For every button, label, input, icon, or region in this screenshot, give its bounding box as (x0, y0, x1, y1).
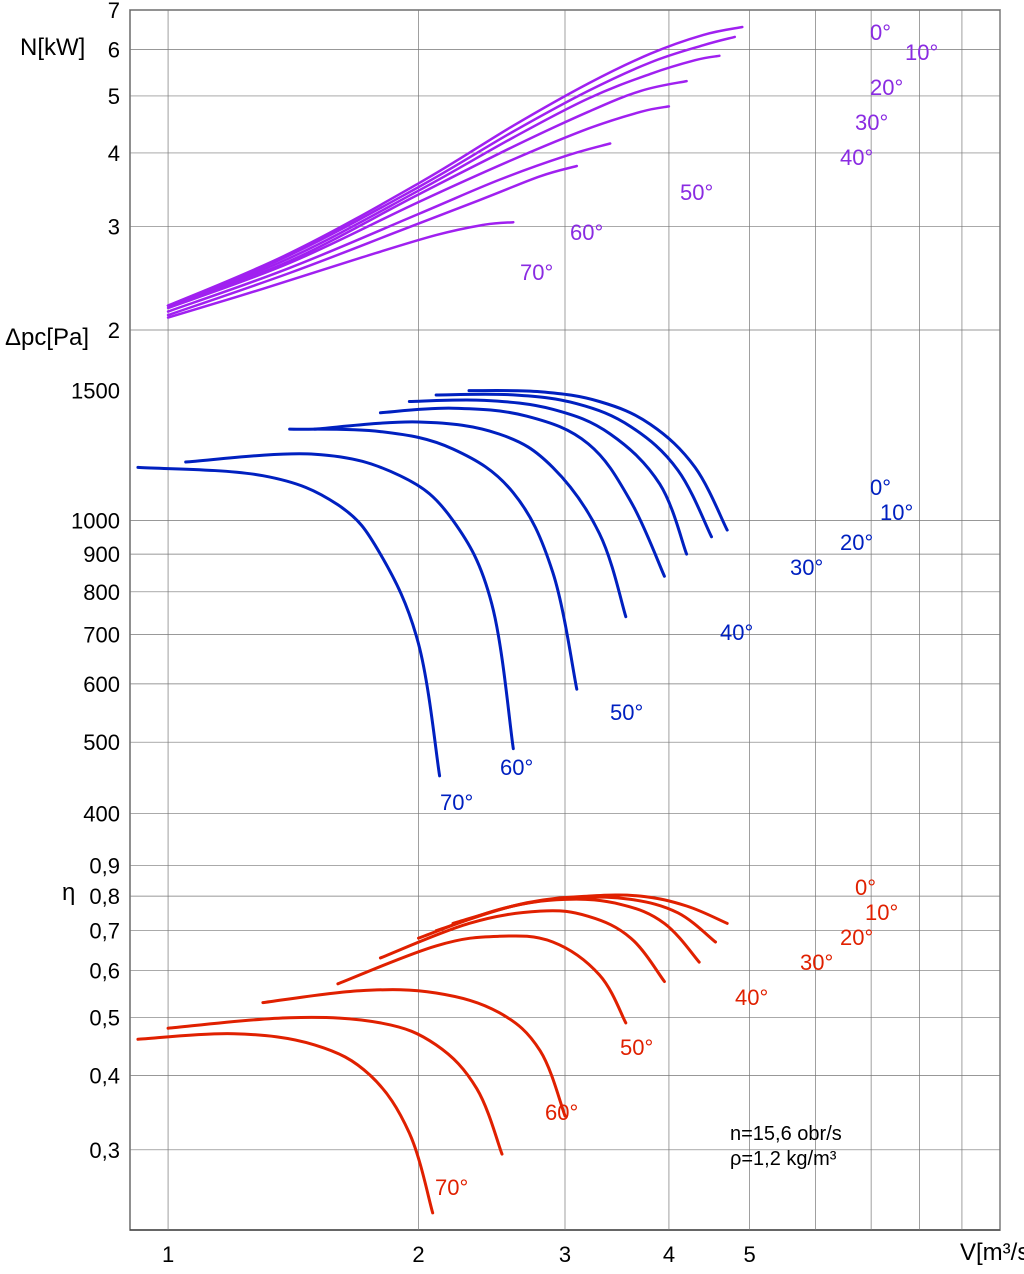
label-E-30°: 30° (800, 950, 833, 975)
panel-N: 0° 10°20° 30° 40° 50° 60° 70° (168, 20, 938, 318)
fan-performance-chart: 1 2 3 4 5 V[m³/s] 2 3 4 5 6 7 N[kW] 400 500 600 700 800 90… (0, 0, 1024, 1274)
label-E-70°: 70° (435, 1175, 468, 1200)
chart-note: n=15,6 obr/s (730, 1123, 842, 1145)
svg-text:0,8: 0,8 (89, 884, 120, 909)
label-P-50°: 50° (610, 700, 643, 725)
label-N-60°: 60° (570, 220, 603, 245)
svg-text:Δpc[Pa]: Δpc[Pa] (5, 324, 89, 351)
svg-text:N[kW]: N[kW] (20, 34, 85, 61)
label-E-10°: 10° (865, 900, 898, 925)
label-E-50°: 50° (620, 1035, 653, 1060)
svg-text:600: 600 (83, 672, 120, 697)
label-N-10°: 10° (905, 40, 938, 65)
svg-text:0,9: 0,9 (89, 854, 120, 879)
curve-E-40° (338, 936, 626, 1023)
svg-text:η: η (62, 879, 75, 906)
svg-text:4: 4 (108, 141, 120, 166)
label-N-50°: 50° (680, 180, 713, 205)
panel-P: 0°10° 20° 30° 40° 50° 60° 70° (138, 391, 913, 815)
label-P-40°: 40° (720, 620, 753, 645)
label-N-40°: 40° (840, 145, 873, 170)
svg-text:0,7: 0,7 (89, 919, 120, 944)
svg-text:800: 800 (83, 580, 120, 605)
label-N-20°: 20° (870, 75, 903, 100)
svg-text:1500: 1500 (71, 379, 120, 404)
svg-text:V[m³/s]: V[m³/s] (960, 1239, 1024, 1266)
curve-E-70° (138, 1034, 433, 1213)
curve-E-50° (263, 990, 565, 1116)
label-N-30°: 30° (855, 110, 888, 135)
svg-text:5: 5 (743, 1242, 755, 1267)
curve-P-30° (380, 408, 664, 576)
svg-text:0,3: 0,3 (89, 1138, 120, 1163)
svg-text:1000: 1000 (71, 508, 120, 533)
label-P-10°: 10° (880, 500, 913, 525)
label-N-0°: 0° (870, 20, 891, 45)
svg-text:700: 700 (83, 623, 120, 648)
svg-text:400: 400 (83, 802, 120, 827)
label-E-20°: 20° (840, 925, 873, 950)
label-E-0°: 0° (855, 875, 876, 900)
label-P-60°: 60° (500, 755, 533, 780)
curve-P-70° (138, 467, 440, 775)
svg-text:500: 500 (83, 730, 120, 755)
label-P-20°: 20° (840, 530, 873, 555)
curve-P-40° (315, 422, 626, 617)
svg-text:4: 4 (663, 1242, 675, 1267)
curve-P-60° (186, 454, 514, 749)
label-E-40°: 40° (735, 985, 768, 1010)
svg-text:0,4: 0,4 (89, 1063, 120, 1088)
curve-E-60° (168, 1017, 502, 1154)
label-P-0°: 0° (870, 475, 891, 500)
curve-P-50° (290, 429, 577, 689)
svg-text:5: 5 (108, 84, 120, 109)
label-P-30°: 30° (790, 555, 823, 580)
svg-text:7: 7 (108, 0, 120, 23)
curve-N-50° (168, 144, 610, 312)
svg-text:3: 3 (559, 1242, 571, 1267)
svg-text:0,5: 0,5 (89, 1006, 120, 1031)
svg-text:0,6: 0,6 (89, 959, 120, 984)
chart-note: ρ=1,2 kg/m³ (730, 1148, 837, 1170)
svg-text:1: 1 (162, 1242, 174, 1267)
svg-text:2: 2 (108, 318, 120, 343)
label-P-70°: 70° (440, 790, 473, 815)
label-N-70°: 70° (520, 260, 553, 285)
svg-text:6: 6 (108, 37, 120, 62)
label-E-60°: 60° (545, 1100, 578, 1125)
curve-N-60° (168, 166, 577, 315)
svg-text:2: 2 (412, 1242, 424, 1267)
svg-text:3: 3 (108, 214, 120, 239)
svg-text:900: 900 (83, 542, 120, 567)
